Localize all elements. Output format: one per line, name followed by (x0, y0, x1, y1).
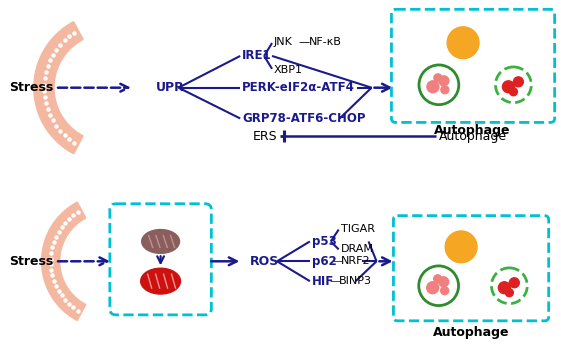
Circle shape (419, 266, 458, 306)
Text: JNK: JNK (274, 37, 293, 47)
Circle shape (447, 27, 479, 58)
Text: ROS: ROS (250, 255, 279, 268)
Circle shape (439, 277, 449, 287)
Text: Stress: Stress (10, 81, 54, 94)
FancyBboxPatch shape (110, 204, 211, 315)
Text: —: — (299, 37, 310, 47)
Circle shape (441, 86, 449, 94)
Circle shape (434, 74, 442, 82)
Circle shape (440, 287, 449, 295)
Ellipse shape (142, 230, 180, 253)
Text: DRAM: DRAM (341, 244, 374, 254)
Text: p62: p62 (312, 255, 337, 268)
Text: GRP78-ATF6-CHOP: GRP78-ATF6-CHOP (242, 112, 366, 125)
Text: BINP3: BINP3 (339, 276, 372, 286)
Circle shape (505, 289, 513, 296)
Text: PERK-eIF2α-ATF4: PERK-eIF2α-ATF4 (242, 81, 355, 94)
FancyBboxPatch shape (393, 216, 549, 321)
Text: Stress: Stress (10, 255, 54, 268)
Circle shape (509, 278, 519, 288)
Text: NRF2: NRF2 (341, 256, 370, 266)
Circle shape (495, 67, 531, 103)
Text: —: — (332, 256, 343, 266)
Text: —: — (330, 276, 341, 286)
Text: UPR: UPR (155, 81, 185, 94)
Circle shape (445, 231, 477, 263)
Text: Autophage: Autophage (439, 130, 507, 143)
Text: Autophage: Autophage (433, 326, 509, 339)
Polygon shape (34, 22, 83, 154)
Text: IRE1: IRE1 (242, 49, 272, 62)
Text: Autophage: Autophage (434, 124, 511, 137)
Text: ERS: ERS (252, 130, 277, 143)
Circle shape (509, 88, 517, 96)
Text: NF-κB: NF-κB (309, 37, 342, 47)
Circle shape (503, 81, 514, 93)
Circle shape (427, 81, 439, 93)
Circle shape (498, 282, 511, 294)
Circle shape (434, 275, 442, 283)
Text: XBP1: XBP1 (274, 65, 303, 75)
Text: p53: p53 (312, 235, 337, 248)
Circle shape (491, 268, 527, 303)
Text: TIGAR: TIGAR (341, 223, 375, 234)
Ellipse shape (141, 268, 181, 294)
Circle shape (439, 76, 449, 86)
Circle shape (427, 282, 439, 294)
Text: HIF: HIF (312, 275, 334, 288)
Circle shape (419, 65, 459, 105)
FancyBboxPatch shape (392, 9, 555, 122)
Circle shape (513, 77, 523, 87)
Polygon shape (42, 202, 86, 321)
